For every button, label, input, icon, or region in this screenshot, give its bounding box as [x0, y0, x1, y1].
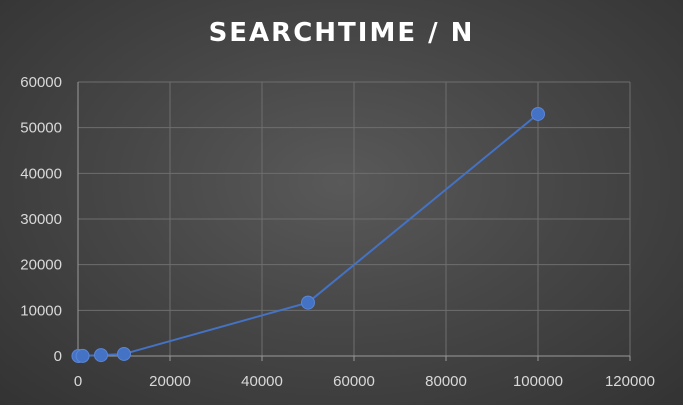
x-tick-label: 60000: [333, 373, 375, 390]
gridlines: [78, 82, 630, 356]
y-tick-label: 50000: [20, 120, 62, 137]
y-tick-label: 40000: [20, 165, 62, 182]
x-tick-label: 40000: [241, 373, 283, 390]
data-point: [95, 349, 108, 362]
data-point: [118, 347, 131, 360]
y-tick-label: 20000: [20, 257, 62, 274]
x-tick-label: 120000: [605, 373, 655, 390]
x-tick-label: 0: [74, 373, 82, 390]
y-tick-label: 0: [54, 348, 62, 365]
data-point: [532, 107, 545, 120]
y-tick-label: 60000: [20, 74, 62, 91]
x-tick-label: 100000: [513, 373, 563, 390]
series-line: [78, 114, 538, 356]
data-point: [76, 349, 89, 362]
x-tick-label: 80000: [425, 373, 467, 390]
x-tick-labels: 0 20000 40000 60000 80000 100000 120000: [74, 373, 655, 390]
x-tick-label: 20000: [149, 373, 191, 390]
series-layer: [72, 107, 545, 362]
y-tick-labels: 0 10000 20000 30000 40000 50000 60000: [20, 74, 62, 365]
y-tick-label: 10000: [20, 302, 62, 319]
y-tick-label: 30000: [20, 211, 62, 228]
data-point: [302, 296, 315, 309]
